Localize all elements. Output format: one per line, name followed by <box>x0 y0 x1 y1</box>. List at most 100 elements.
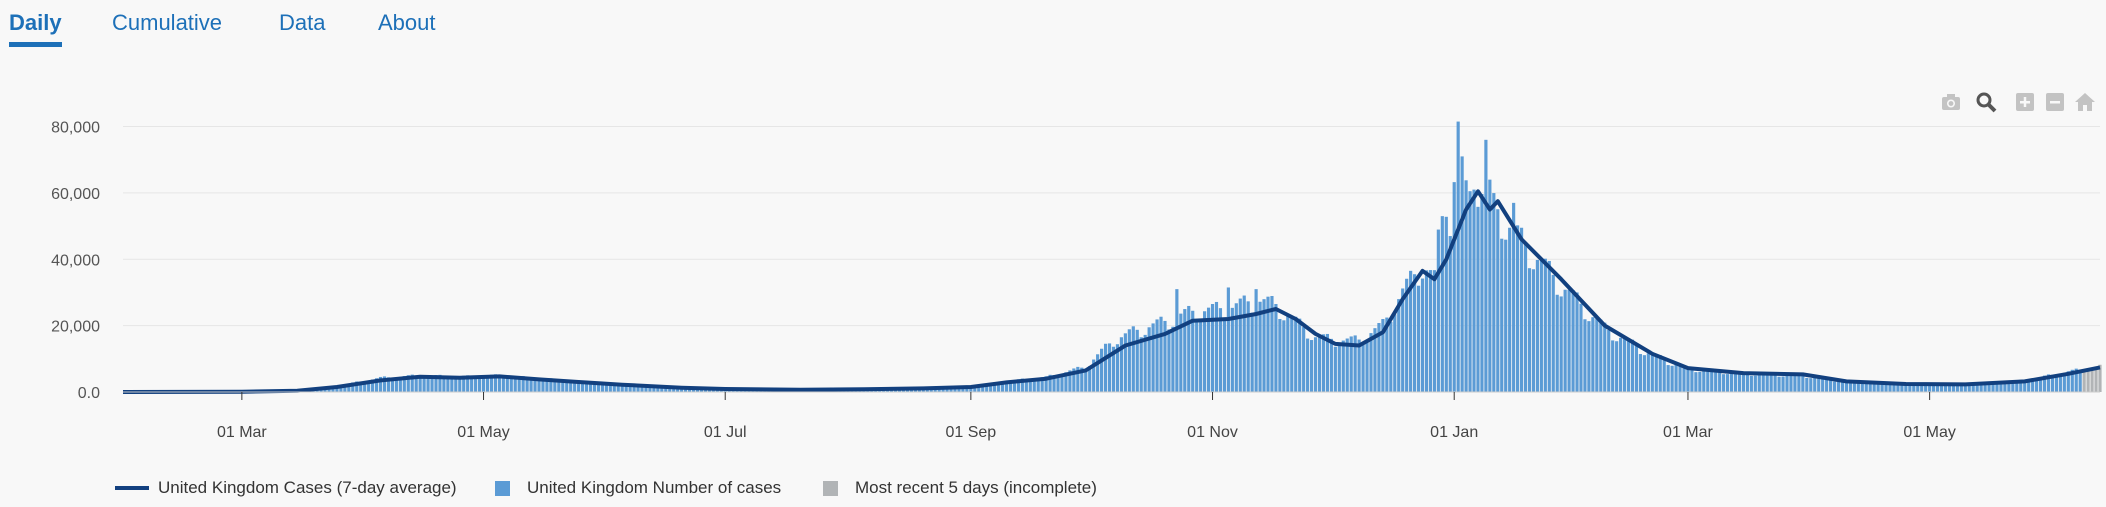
case-bar <box>1563 289 1567 392</box>
case-bar <box>1987 382 1991 392</box>
case-bar <box>1444 216 1448 392</box>
case-bar <box>565 380 569 392</box>
case-bar <box>1195 321 1199 392</box>
case-bar <box>1722 374 1726 392</box>
case-bar <box>1836 381 1841 392</box>
case-bar <box>2023 380 2027 392</box>
case-bar <box>351 382 355 392</box>
case-bar <box>521 376 525 392</box>
case-bar <box>1670 365 1674 392</box>
case-bar <box>1218 308 1223 392</box>
case-bar <box>2015 380 2019 392</box>
case-bar <box>1579 303 1583 392</box>
x-tick-label: 01 Sep <box>945 424 996 441</box>
case-bar <box>1769 372 1773 392</box>
case-bar <box>1900 383 1904 392</box>
case-bar <box>1000 383 1005 392</box>
tab-daily[interactable]: Daily <box>9 10 62 47</box>
case-bar <box>1222 319 1226 392</box>
case-bar <box>1512 202 1516 392</box>
case-bar <box>374 378 379 392</box>
tab-about[interactable]: About <box>378 10 436 35</box>
tab-data[interactable]: Data <box>279 10 326 35</box>
case-bar <box>1809 378 1813 392</box>
case-bar <box>378 376 383 392</box>
legend-item-recent[interactable]: Most recent 5 days (incomplete) <box>823 478 1097 498</box>
legend-bar-swatch <box>495 480 510 496</box>
case-bar <box>1123 333 1127 392</box>
tab-bar: Daily Cumulative Data About <box>0 0 2106 48</box>
case-bar <box>1860 383 1864 392</box>
case-bar <box>1143 334 1147 392</box>
x-tick-label: 01 Mar <box>217 424 267 441</box>
case-bar <box>945 387 949 392</box>
case-bar <box>1555 294 1559 392</box>
case-bar <box>1254 289 1258 392</box>
case-bar <box>1131 326 1135 392</box>
case-bar <box>1135 329 1139 392</box>
case-bar <box>1103 343 1108 392</box>
case-bar <box>1175 289 1179 392</box>
tab-cumulative[interactable]: Cumulative <box>112 10 223 35</box>
case-bar <box>1210 304 1215 392</box>
case-bar <box>573 380 577 392</box>
case-bar <box>1496 209 1500 392</box>
case-bar <box>1282 320 1286 392</box>
case-bar <box>390 379 394 392</box>
x-tick-label: 01 May <box>1903 424 1955 441</box>
case-bar <box>953 387 957 392</box>
case-bar <box>1626 338 1631 392</box>
case-bar <box>1492 193 1496 392</box>
case-bar <box>339 385 343 392</box>
zoom-out-icon[interactable] <box>2044 91 2066 113</box>
zoom-in-icon[interactable] <box>2014 91 2036 113</box>
case-bar <box>1068 370 1072 392</box>
case-bar <box>592 382 597 392</box>
case-bar <box>363 382 367 392</box>
case-bar <box>509 376 513 392</box>
case-bar <box>1765 372 1769 392</box>
zoom-icon[interactable] <box>1975 91 1997 113</box>
case-bar <box>1547 260 1551 392</box>
case-bar <box>1840 381 1845 392</box>
home-icon[interactable] <box>2074 91 2096 113</box>
case-bar <box>1741 371 1746 392</box>
case-bar <box>1369 333 1373 392</box>
legend-label-average: United Kingdom Cases (7-day average) <box>158 478 457 497</box>
case-bar <box>1072 368 1076 392</box>
case-bar <box>1147 327 1151 392</box>
case-bar <box>1500 238 1504 392</box>
case-bar <box>1975 384 1979 392</box>
case-bar <box>1329 338 1333 392</box>
case-bar <box>1523 244 1528 392</box>
case-bar <box>1052 375 1056 392</box>
case-bar <box>1611 340 1615 392</box>
case-bar <box>1999 383 2003 392</box>
case-bar <box>446 378 450 392</box>
case-bar <box>1163 320 1167 392</box>
case-bar <box>1199 319 1203 392</box>
case-bar <box>497 375 501 392</box>
case-bar <box>1658 355 1662 392</box>
case-bar <box>1258 301 1262 392</box>
case-bar <box>477 377 482 392</box>
legend-item-cases[interactable]: United Kingdom Number of cases <box>495 478 781 498</box>
case-bar <box>1983 382 1987 392</box>
case-bar <box>973 386 977 392</box>
legend-item-average[interactable]: United Kingdom Cases (7-day average) <box>115 478 457 498</box>
case-bar <box>584 383 589 392</box>
case-bar <box>406 375 410 392</box>
camera-icon[interactable] <box>1940 91 1962 113</box>
case-bar <box>1706 369 1710 392</box>
case-bar <box>1516 225 1520 392</box>
case-bar <box>2046 374 2051 392</box>
case-bar <box>1797 373 1801 392</box>
case-bar <box>1825 377 1829 392</box>
y-tick-label: 60,000 <box>51 186 100 203</box>
case-bar <box>1979 383 1983 392</box>
case-bar <box>1484 139 1488 392</box>
case-bar <box>1302 327 1306 392</box>
case-bar <box>1436 229 1440 392</box>
case-bar <box>636 385 640 392</box>
case-bar <box>426 376 430 392</box>
